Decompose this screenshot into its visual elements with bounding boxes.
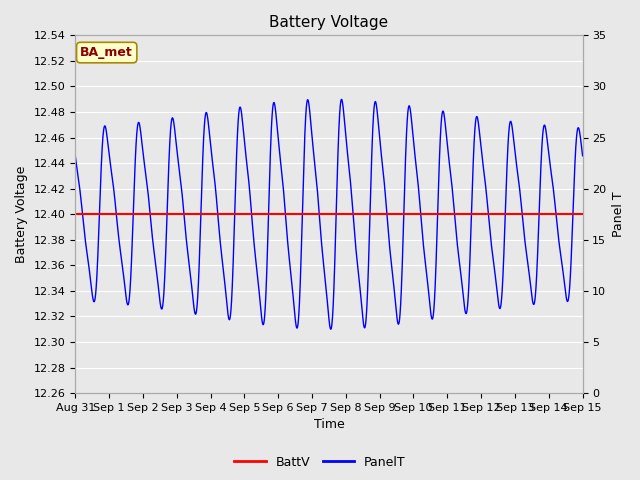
Text: BA_met: BA_met [81, 46, 133, 59]
X-axis label: Time: Time [314, 419, 344, 432]
Y-axis label: Panel T: Panel T [612, 192, 625, 237]
Y-axis label: Battery Voltage: Battery Voltage [15, 166, 28, 263]
Legend: BattV, PanelT: BattV, PanelT [229, 451, 411, 474]
Title: Battery Voltage: Battery Voltage [269, 15, 388, 30]
